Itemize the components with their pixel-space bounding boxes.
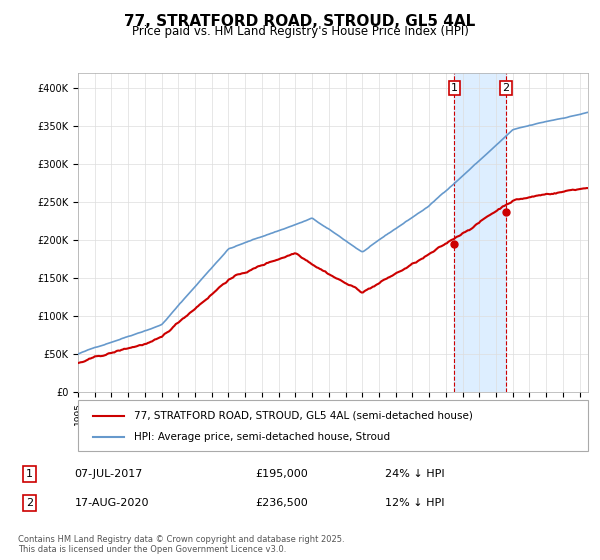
Bar bbox=[454, 73, 506, 392]
Text: Price paid vs. HM Land Registry's House Price Index (HPI): Price paid vs. HM Land Registry's House … bbox=[131, 25, 469, 38]
Text: 17-AUG-2020: 17-AUG-2020 bbox=[74, 498, 149, 508]
Text: Contains HM Land Registry data © Crown copyright and database right 2025.
This d: Contains HM Land Registry data © Crown c… bbox=[18, 535, 344, 554]
Text: 07-JUL-2017: 07-JUL-2017 bbox=[74, 469, 143, 479]
Text: 77, STRATFORD ROAD, STROUD, GL5 4AL: 77, STRATFORD ROAD, STROUD, GL5 4AL bbox=[124, 14, 476, 29]
Text: 24% ↓ HPI: 24% ↓ HPI bbox=[385, 469, 444, 479]
Text: 2: 2 bbox=[502, 83, 509, 93]
Text: 2: 2 bbox=[26, 498, 33, 508]
Text: 12% ↓ HPI: 12% ↓ HPI bbox=[385, 498, 444, 508]
Text: £236,500: £236,500 bbox=[255, 498, 308, 508]
Text: 1: 1 bbox=[451, 83, 458, 93]
Text: 77, STRATFORD ROAD, STROUD, GL5 4AL (semi-detached house): 77, STRATFORD ROAD, STROUD, GL5 4AL (sem… bbox=[134, 410, 473, 421]
Text: HPI: Average price, semi-detached house, Stroud: HPI: Average price, semi-detached house,… bbox=[134, 432, 390, 442]
FancyBboxPatch shape bbox=[78, 400, 588, 451]
Text: £195,000: £195,000 bbox=[255, 469, 308, 479]
Text: 1: 1 bbox=[26, 469, 33, 479]
